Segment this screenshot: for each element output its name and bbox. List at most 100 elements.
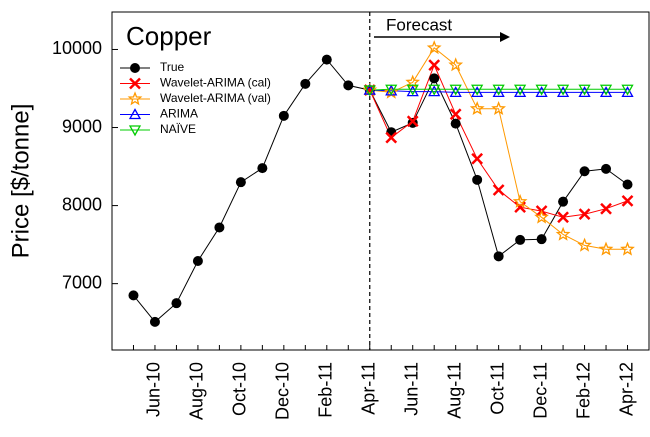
x-tick-label: Aug-10: [187, 362, 207, 420]
marker-shape: [535, 86, 548, 98]
marker-shape: [321, 54, 332, 65]
legend-label: ARIMA: [160, 107, 198, 121]
plot-frame: [111, 11, 650, 351]
marker-shape: [278, 110, 289, 121]
x-tick-label: Feb-11: [316, 362, 336, 418]
marker-shape: [129, 77, 141, 90]
marker: [469, 101, 485, 116]
marker: [556, 84, 570, 96]
marker: [429, 73, 440, 84]
marker-shape: [471, 152, 484, 165]
marker: [385, 131, 398, 144]
y-axis-label: Price [$/tonne]: [7, 104, 34, 259]
marker-shape: [492, 84, 505, 96]
marker: [406, 85, 419, 97]
marker: [579, 166, 590, 177]
marker: [578, 208, 591, 221]
marker: [450, 118, 461, 129]
marker-shape: [514, 86, 527, 98]
marker: [620, 241, 635, 256]
marker-shape: [406, 115, 419, 128]
legend-label: True: [160, 60, 185, 74]
x-tick-label: Aug-11: [444, 362, 464, 419]
marker-shape: [515, 234, 526, 245]
marker: [128, 108, 142, 120]
x-tick-label: Feb-12: [573, 362, 593, 419]
marker-shape: [428, 59, 441, 71]
marker: [321, 54, 332, 65]
marker-shape: [214, 222, 225, 233]
marker-shape: [469, 101, 485, 116]
marker-shape: [621, 84, 634, 96]
marker-shape: [578, 84, 591, 96]
marker-shape: [600, 202, 612, 215]
marker: [448, 57, 464, 72]
marker-shape: [343, 80, 354, 91]
x-tick-label: Dec-10: [273, 362, 293, 420]
marker: [127, 91, 143, 106]
marker: [557, 211, 569, 224]
marker: [622, 179, 633, 190]
marker: [449, 86, 462, 98]
marker: [492, 184, 505, 196]
marker: [406, 84, 419, 96]
marker: [235, 177, 246, 188]
forecast-arrowhead: [500, 32, 510, 42]
marker-shape: [449, 86, 462, 98]
marker: [363, 85, 376, 97]
marker: [491, 101, 506, 116]
marker: [536, 234, 547, 245]
marker-shape: [300, 78, 311, 89]
marker: [171, 298, 182, 309]
marker: [493, 251, 504, 262]
marker: [472, 174, 483, 185]
marker-shape: [429, 73, 440, 84]
marker-shape: [428, 85, 441, 97]
marker: [621, 86, 634, 98]
marker: [600, 202, 612, 215]
marker-shape: [406, 84, 419, 96]
series-line: [369, 89, 628, 93]
series-line: [369, 88, 628, 91]
legend-label: Wavelet-ARIMA (val): [160, 91, 271, 105]
x-tick-label: Jun-11: [401, 362, 421, 416]
marker-shape: [535, 84, 548, 96]
marker: [428, 84, 441, 96]
y-tick-label: 8000: [62, 194, 102, 214]
marker-shape: [534, 209, 549, 224]
marker-shape: [363, 85, 376, 97]
marker-shape: [598, 241, 614, 256]
marker: [385, 84, 398, 96]
marker: [598, 241, 614, 256]
marker-shape: [579, 166, 590, 177]
marker-shape: [536, 234, 547, 245]
marker: [149, 316, 160, 327]
marker: [428, 59, 441, 71]
marker-shape: [620, 241, 635, 256]
marker-shape: [599, 84, 613, 96]
marker-shape: [385, 84, 398, 96]
chart-title: Copper: [126, 21, 212, 51]
marker-shape: [599, 86, 613, 98]
marker-shape: [128, 125, 142, 137]
annotation: Forecast: [386, 15, 452, 34]
marker-shape: [257, 163, 268, 174]
marker: [130, 63, 140, 73]
series-line: [133, 58, 628, 323]
x-tick-label: Apr-11: [359, 362, 379, 415]
marker: [471, 152, 484, 165]
marker-shape: [557, 211, 569, 224]
marker: [601, 163, 612, 174]
marker-shape: [514, 84, 527, 96]
marker: [278, 110, 289, 121]
marker-shape: [149, 316, 160, 327]
x-tick-label: Oct-10: [230, 362, 250, 416]
marker-shape: [556, 86, 570, 98]
marker-shape: [128, 290, 139, 301]
marker: [257, 163, 268, 174]
marker: [128, 290, 139, 301]
marker: [128, 125, 142, 137]
marker: [578, 86, 591, 98]
legend-label: NAÏVE: [160, 122, 196, 136]
